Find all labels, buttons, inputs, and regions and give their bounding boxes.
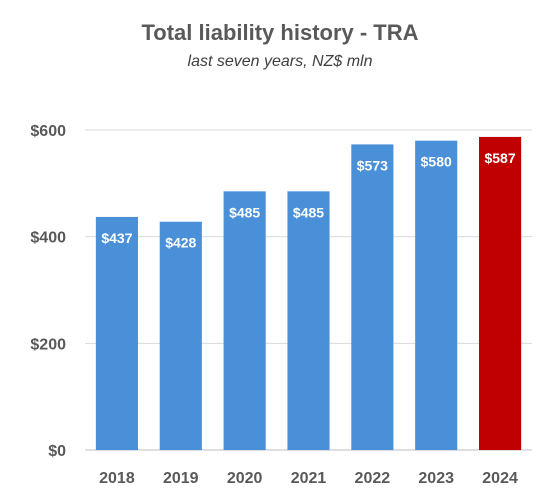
y-tick-label: $200 bbox=[30, 336, 66, 353]
x-tick-label: 2018 bbox=[99, 470, 135, 487]
x-tick-label: 2024 bbox=[482, 470, 518, 487]
y-tick-label: $0 bbox=[48, 443, 66, 460]
data-labels: $437 $428 $485 $485 $573 $580 $587 bbox=[101, 150, 516, 251]
x-tick-label: 2020 bbox=[227, 470, 263, 487]
chart-title: Total liability history - TRA bbox=[141, 20, 419, 45]
x-tick-label: 2019 bbox=[163, 470, 199, 487]
bar bbox=[95, 216, 139, 450]
x-tick-label: 2022 bbox=[355, 470, 391, 487]
bar bbox=[351, 144, 394, 450]
x-axis-ticks: 2018 2019 2020 2021 2022 2023 2024 bbox=[99, 470, 518, 487]
bar bbox=[415, 140, 458, 450]
data-label: $485 bbox=[293, 204, 324, 220]
y-axis-ticks: $0 $200 $400 $600 bbox=[30, 123, 66, 460]
data-label: $437 bbox=[101, 230, 132, 246]
x-tick-label: 2021 bbox=[291, 470, 327, 487]
bar bbox=[159, 221, 202, 450]
chart-subtitle: last seven years, NZ$ mln bbox=[187, 53, 373, 70]
data-label: $428 bbox=[165, 235, 196, 251]
data-label: $587 bbox=[484, 150, 515, 166]
data-label: $485 bbox=[229, 204, 260, 220]
x-tick-label: 2023 bbox=[418, 470, 454, 487]
bar bbox=[287, 191, 330, 451]
bars bbox=[95, 136, 522, 451]
bar bbox=[478, 136, 522, 450]
bar bbox=[223, 191, 266, 451]
data-label: $580 bbox=[421, 154, 452, 170]
y-tick-label: $600 bbox=[30, 123, 66, 140]
y-tick-label: $400 bbox=[30, 230, 66, 247]
data-label: $573 bbox=[357, 157, 388, 173]
